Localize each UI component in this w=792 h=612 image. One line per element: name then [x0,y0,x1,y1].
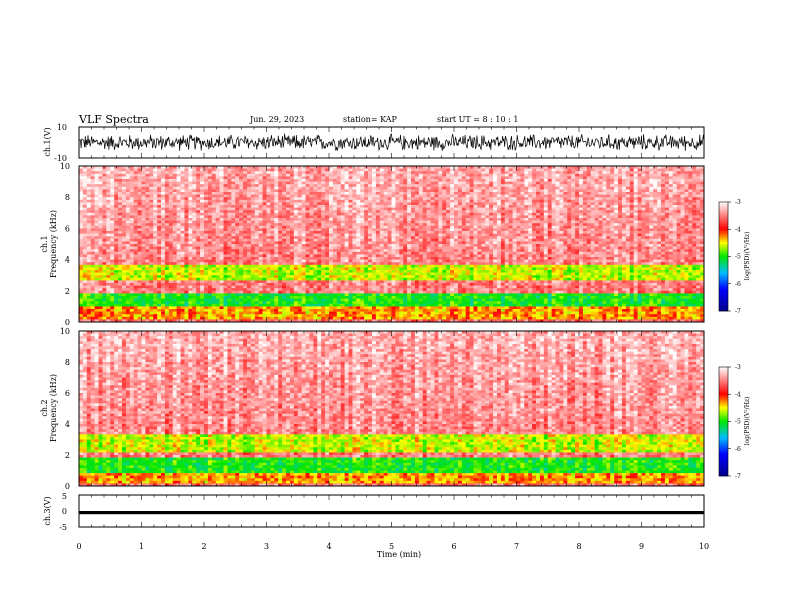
ch2-spectrogram-panel: 0 2 4 6 8 10 ch.2 Frequency (kHz) [40,327,705,491]
freq-tick-label: 6 [65,389,70,398]
time-tick-label: 6 [451,542,456,551]
freq-tick-label: 4 [65,420,70,429]
colorbar-tick-label: -3 [735,199,741,206]
freq-tick-label: 8 [65,193,70,202]
ch1-ytick-top: 10 [57,123,67,132]
start-time-label: start UT = 8 : 10 : 1 [437,115,518,124]
ch3-signal-band [79,511,704,515]
ch2-spectrogram-ticks [78,331,705,486]
freq-tick-label: 10 [60,327,70,336]
ch1-ytick-bottom: -10 [54,154,67,163]
ch2-colorbar-label: log(PSD)(V²/Hz) [744,397,751,446]
freq-tick-label: 6 [65,224,70,233]
colorbar-tick-label: -6 [735,281,741,288]
ch1-spectrogram-ticks [78,166,705,322]
ch1-freq-tick-labels: 0 2 4 6 8 10 [60,162,70,327]
freq-tick-label: 0 [65,318,70,327]
colorbar-tick-label: -5 [735,419,741,426]
time-tick-label: 10 [699,542,709,551]
ch3-ytick-mid: 0 [62,507,67,516]
time-tick-label: 0 [76,542,81,551]
ch1-waveform-panel: 10 -10 ch.1(V) [43,123,705,163]
ch3-waveform-panel: 5 0 -5 ch.3(V) [43,492,705,532]
freq-tick-label: 8 [65,358,70,367]
freq-tick-label: 4 [65,256,70,265]
ch1-spectrogram-panel: 0 2 4 6 8 10 ch.1 Frequency (kHz) [40,162,705,327]
ch2-spec-ylabel: ch.2 [40,399,49,416]
ch1-colorbar-ticks: -3 -4 -5 -6 -7 [728,199,741,315]
colorbar-tick-label: -7 [735,308,741,315]
ch1-spectrogram-image [79,166,705,323]
ch2-freq-axis-label: Frequency (kHz) [49,374,58,442]
ch1-waveform-ticks [78,127,705,158]
ch1-colorbar-label: log(PSD)(V²/Hz) [744,232,751,281]
ch2-colorbar: -3 -4 -5 -6 -7 log(PSD)(V²/Hz) [718,364,751,480]
freq-tick-label: 2 [65,451,70,460]
freq-tick-label: 10 [60,162,70,171]
colorbar-tick-label: -5 [735,254,741,261]
ch1-colorbar: -3 -4 -5 -6 -7 log(PSD)(V²/Hz) [718,199,751,315]
colorbar-tick-label: -6 [735,446,741,453]
freq-tick-label: 0 [65,482,70,491]
colorbar-tick-label: -3 [735,364,741,371]
time-tick-label: 4 [326,542,331,551]
ch3-waveform-series [79,511,704,515]
time-tick-label: 5 [389,542,394,551]
ch3-ylabel: ch.3(V) [43,496,52,525]
time-tick-label: 3 [264,542,269,551]
colorbar-tick-label: -4 [735,391,741,398]
ch3-waveform-ticks [78,495,705,527]
station-label: station= KAP [343,115,398,124]
colorbar-tick-label: -7 [735,473,741,480]
time-tick-label: 7 [514,542,519,551]
date-label: Jun. 29, 2023 [249,115,304,124]
ch1-ylabel: ch.1(V) [43,127,52,156]
time-tick-label: 1 [139,542,144,551]
figure-title: VLF Spectra [78,113,149,126]
ch3-ytick-bottom: -5 [59,523,67,532]
colorbar-tick-label: -4 [735,226,741,233]
ch2-freq-tick-labels: 0 2 4 6 8 10 [60,327,70,491]
time-tick-label: 9 [639,542,644,551]
ch1-freq-axis-label: Frequency (kHz) [49,210,58,278]
time-axis-tick-labels: 0 1 2 3 4 5 6 7 8 9 10 [76,542,709,551]
ch1-waveform-series [78,133,705,152]
time-axis-label: Time (min) [377,550,421,559]
time-tick-label: 8 [576,542,581,551]
ch1-spec-ylabel: ch.1 [40,235,49,252]
time-tick-label: 2 [201,542,206,551]
freq-tick-label: 2 [65,287,70,296]
ch3-ytick-top: 5 [62,492,67,501]
ch2-spectrogram-image [79,331,705,487]
ch2-colorbar-ticks: -3 -4 -5 -6 -7 [728,364,741,480]
